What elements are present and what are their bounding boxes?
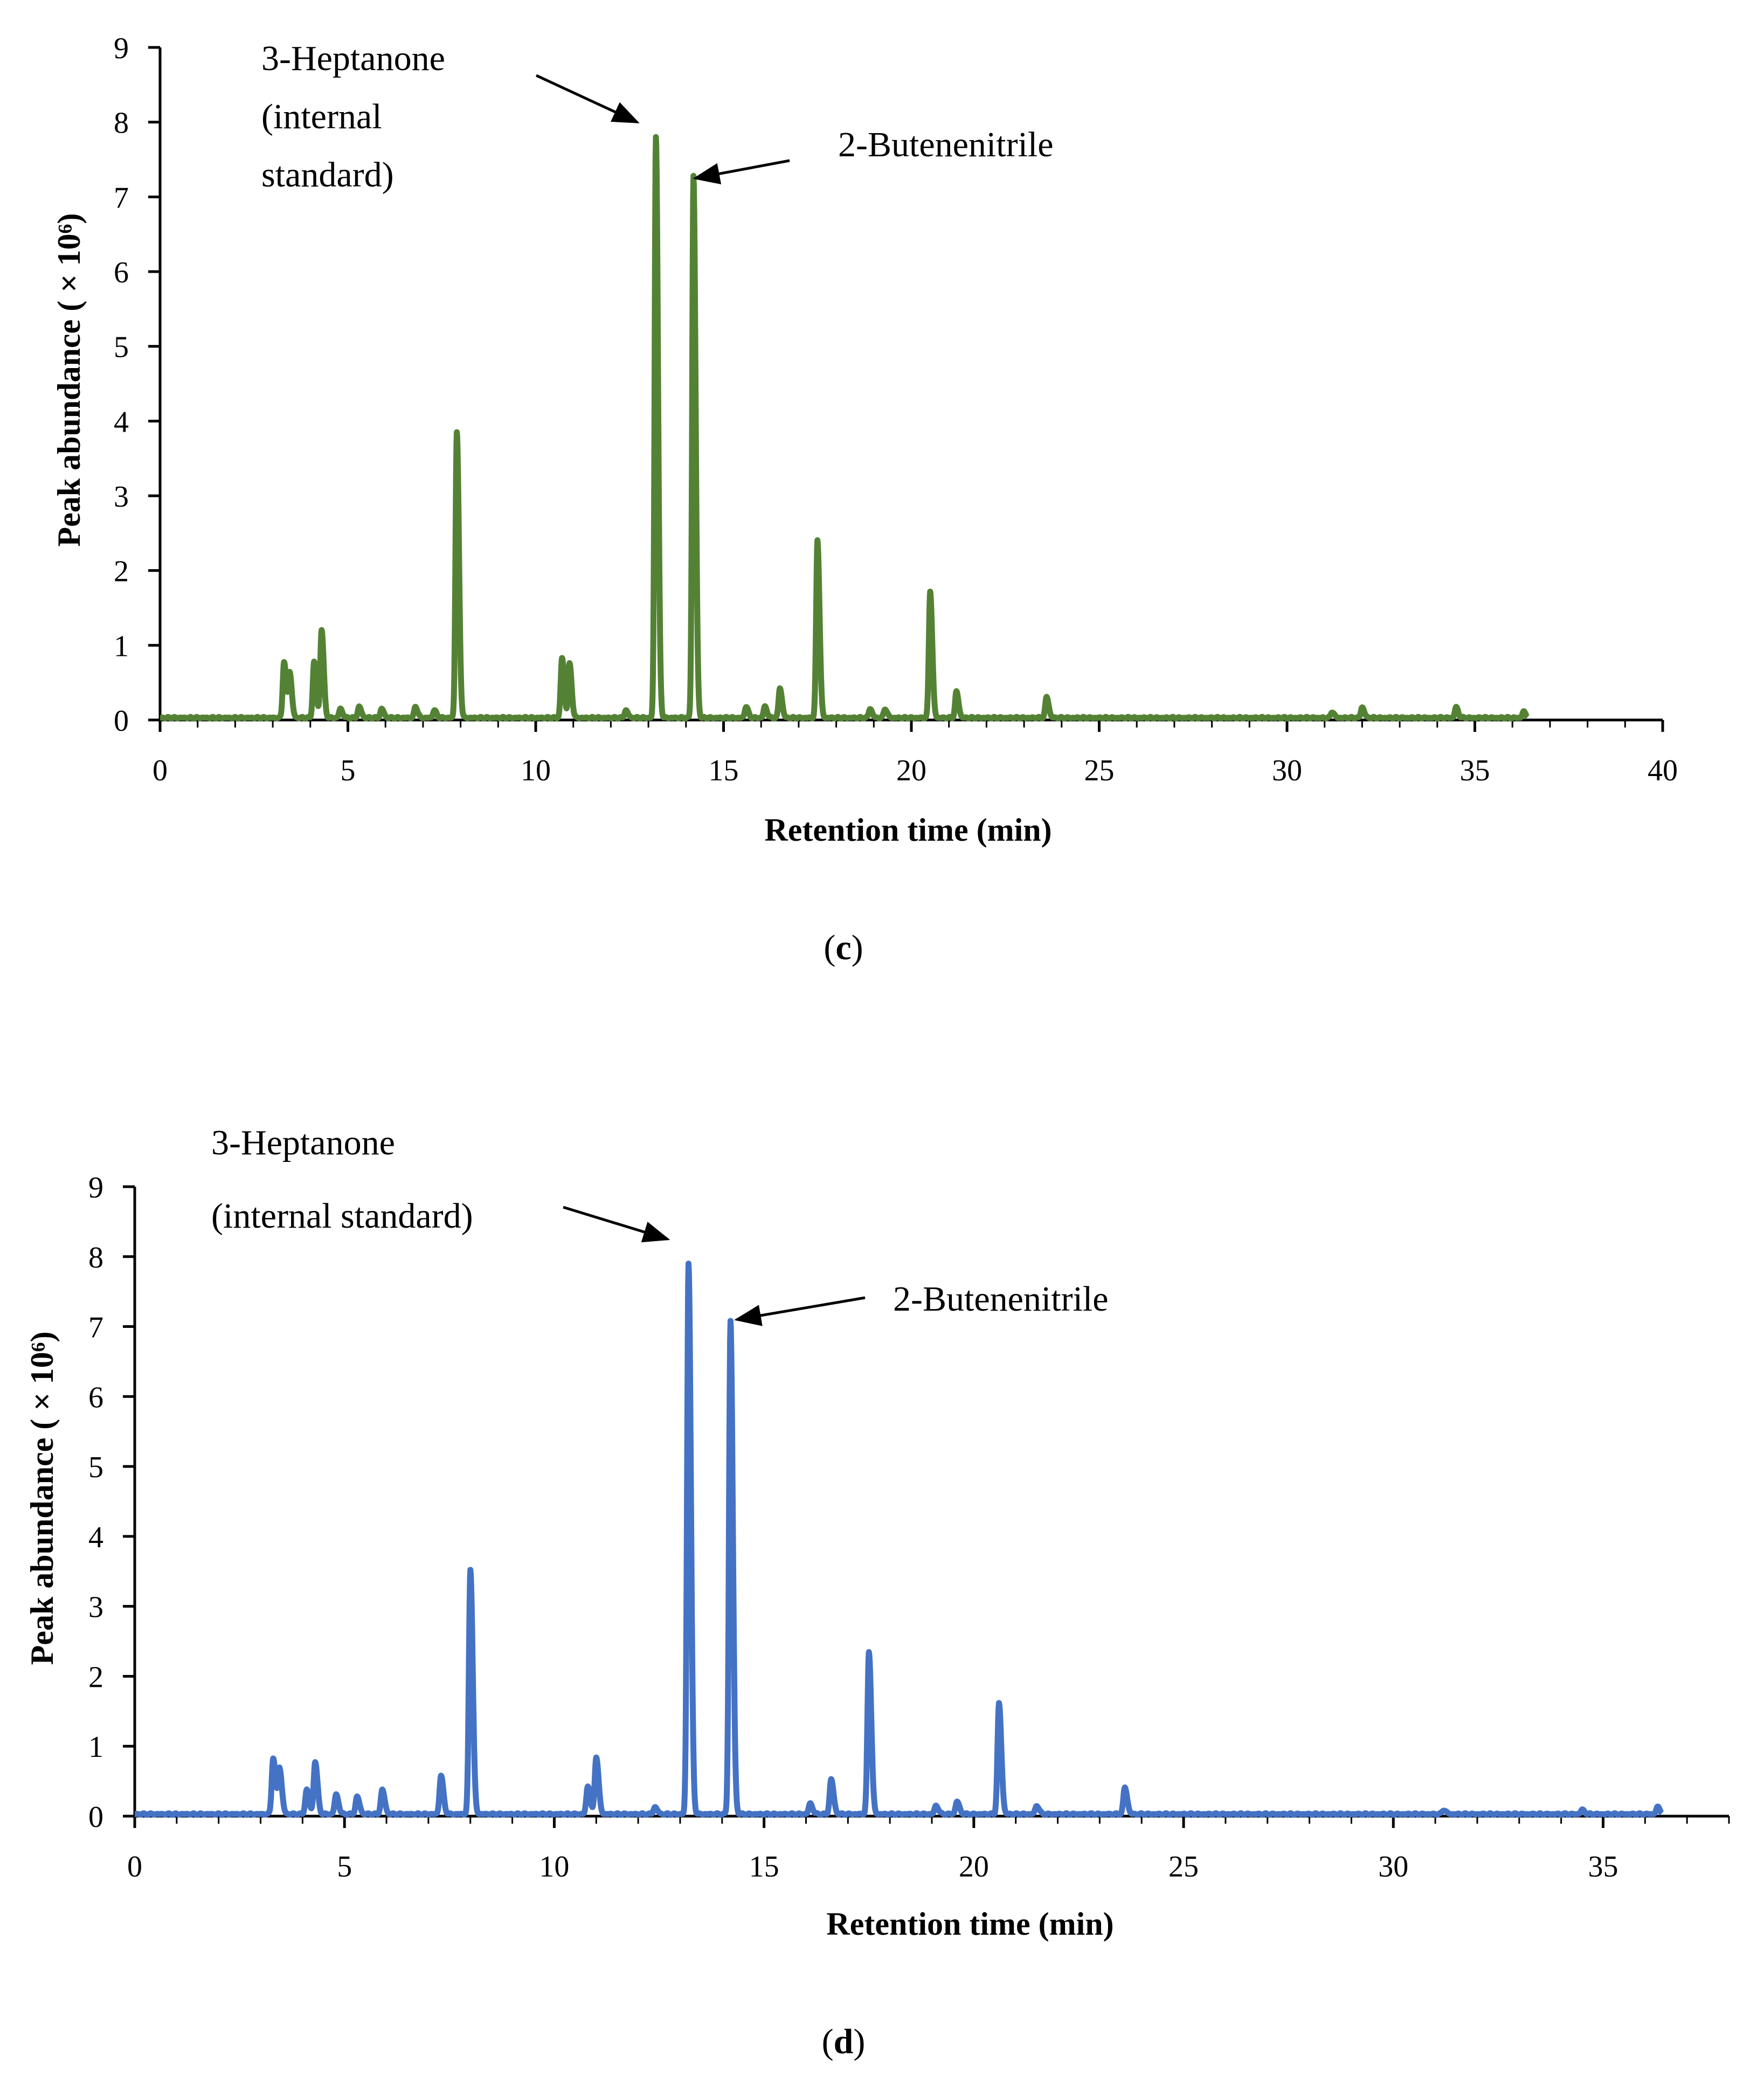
panel-d-chromatogram-series — [132, 1261, 1665, 1818]
panel-d-y-tick-label: 8 — [88, 1241, 103, 1275]
panel-d-y-tick-label: 2 — [88, 1660, 103, 1694]
panel-d-x-tick-label: 35 — [1588, 1850, 1618, 1884]
panel-d-x-tick-label: 15 — [749, 1850, 779, 1884]
panel-c-caption: (c) — [824, 928, 863, 967]
panel-c-y-tick-label: 9 — [114, 32, 129, 65]
panel-c-x-tick-label: 20 — [896, 754, 926, 787]
panel-d-annotation-heptanone-line: 3-Heptanone — [211, 1123, 395, 1162]
panel-d-y-axis-title: Peak abundance ( × 10⁶) — [24, 1332, 60, 1665]
panel-c-annotation-heptanone-line: (internal — [261, 97, 382, 136]
panel-d-y-tick-label: 0 — [88, 1801, 103, 1834]
panel-c-x-tick-label: 30 — [1272, 754, 1302, 787]
panel-d-axes: 0 5 10 15 20 25 30 35 0 1 2 3 4 5 6 7 8 9 — [88, 1171, 1730, 1884]
panel-c-y-axis-title: Peak abundance ( × 10⁶) — [51, 213, 87, 547]
panel-d-y-tick-label: 4 — [88, 1521, 103, 1554]
panel-d-y-tick-label: 3 — [88, 1591, 103, 1624]
panel-d-x-tick-label: 20 — [959, 1850, 989, 1884]
panel-c-annotation-heptanone: 3-Heptanone (internal standard) — [261, 39, 445, 195]
chart-panel-d: 0 5 10 15 20 25 30 35 0 1 2 3 4 5 6 7 8 9 Retention time … — [24, 1123, 1730, 2061]
panel-d-x-tick-label: 25 — [1168, 1850, 1199, 1884]
panel-d-caption-letter: d — [834, 2022, 854, 2061]
panel-c-y-tick-label: 6 — [114, 256, 129, 289]
panel-d-y-tick-label: 5 — [88, 1451, 103, 1484]
panel-d-annotation-butenenitrile-arrow — [734, 1296, 866, 1326]
panel-c-x-tick-label: 5 — [341, 754, 356, 787]
panel-c-x-tick-label: 0 — [153, 754, 168, 787]
panel-d-y-tick-label: 7 — [88, 1311, 103, 1345]
panel-c-annotation-heptanone-arrow — [535, 74, 640, 123]
panel-c-y-tick-label: 5 — [114, 331, 129, 364]
panel-d-x-tick-label: 5 — [337, 1850, 352, 1884]
panel-d-annotation-butenenitrile-line: 2-Butenenitrile — [893, 1279, 1109, 1319]
panel-d-caption: (d) — [822, 2022, 866, 2061]
panel-d-x-tick-label: 10 — [539, 1850, 569, 1884]
panel-d-y-tick-label: 9 — [88, 1171, 103, 1204]
panel-d-x-axis-title: Retention time (min) — [826, 1906, 1113, 1942]
panel-d-annotation-heptanone-arrow — [563, 1206, 670, 1243]
panel-d-y-tick-label: 1 — [88, 1730, 103, 1764]
panel-c-x-tick-label: 25 — [1084, 754, 1115, 787]
panel-c-y-tick-label: 2 — [114, 555, 129, 588]
panel-d-annotation-heptanone: 3-Heptanone (internal standard) — [211, 1123, 473, 1236]
panel-d-x-tick-label: 0 — [127, 1850, 142, 1884]
panel-c-y-tick-label: 3 — [114, 480, 129, 514]
panel-c-y-tick-label: 0 — [114, 704, 129, 738]
panel-c-y-tick-label: 7 — [114, 181, 129, 214]
panel-c-y-tick-label: 4 — [114, 405, 129, 439]
panel-c-x-axis-title: Retention time (min) — [764, 812, 1052, 848]
panel-c-x-tick-label: 35 — [1460, 754, 1490, 787]
panel-c-annotation-heptanone-line: standard) — [261, 155, 394, 195]
panel-c-annotation-heptanone-line: 3-Heptanone — [261, 39, 445, 78]
chart-panel-c: 0 5 10 15 20 25 30 35 40 0 1 2 3 4 5 6 7 8 9 Retention tim… — [51, 32, 1678, 967]
panel-c-x-tick-label: 40 — [1648, 754, 1678, 787]
panel-c-x-tick-label: 10 — [521, 754, 551, 787]
panel-d-y-tick-label: 6 — [88, 1381, 103, 1414]
panel-c-chromatogram-series — [157, 134, 1530, 722]
panel-c-annotation-butenenitrile: 2-Butenenitrile — [838, 125, 1054, 164]
panel-c-annotation-butenenitrile-arrow — [693, 159, 790, 185]
panel-c-y-tick-label: 1 — [114, 629, 129, 663]
panel-c-annotation-butenenitrile-line: 2-Butenenitrile — [838, 125, 1054, 164]
panel-c-caption-letter: c — [835, 928, 851, 967]
panel-d-x-tick-label: 30 — [1378, 1850, 1408, 1884]
panel-c-y-tick-label: 8 — [114, 107, 129, 140]
panel-d-annotation-butenenitrile: 2-Butenenitrile — [893, 1279, 1109, 1319]
panel-c-x-tick-label: 15 — [709, 754, 739, 787]
panel-d-annotation-heptanone-line: (internal standard) — [211, 1196, 473, 1236]
